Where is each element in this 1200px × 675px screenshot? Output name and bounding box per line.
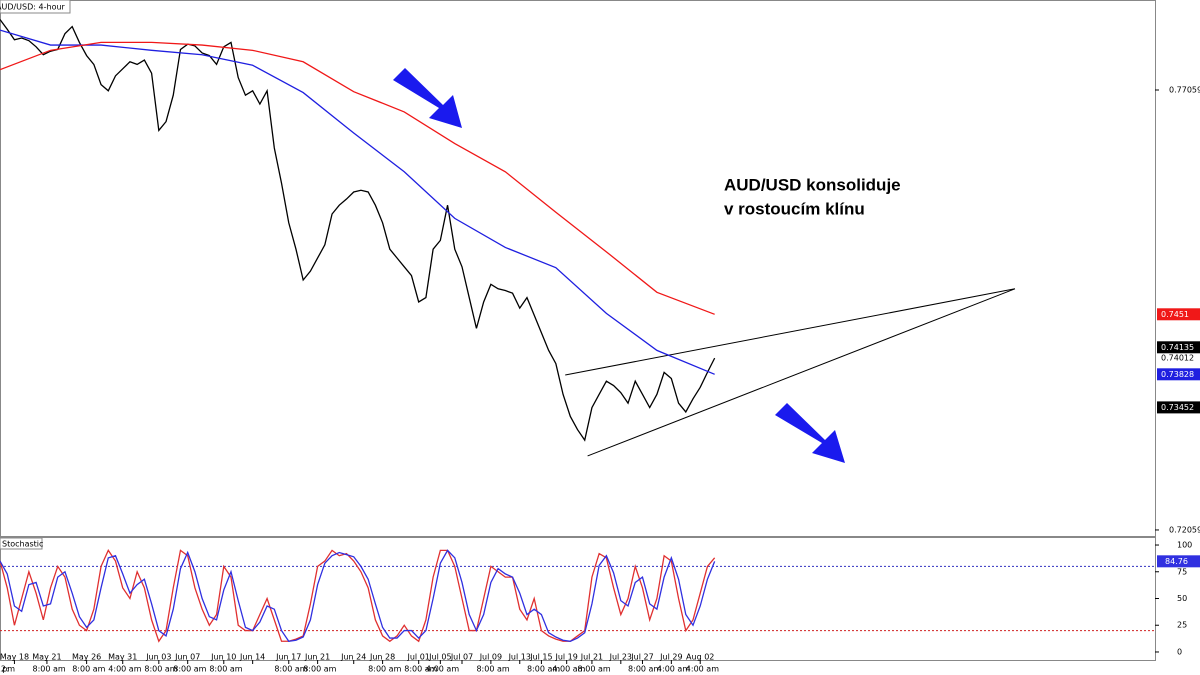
- x-tick-label: Jul 23: [609, 653, 632, 662]
- x-tick-label: 4:00 am: [657, 665, 690, 674]
- x-tick-label: 4:00 am: [686, 665, 719, 674]
- x-tick-label: pm: [2, 665, 15, 674]
- x-tick-label: Jul 13: [508, 653, 531, 662]
- x-tick-label: May 26: [72, 653, 101, 662]
- x-tick-label: Jun 17: [275, 653, 301, 662]
- price-label: 0.74135: [1161, 343, 1194, 352]
- x-tick-label: 8:00 am: [578, 665, 611, 674]
- line: [0, 549, 716, 643]
- y-tick-label: 50: [1177, 594, 1187, 603]
- x-tick-label: May 31: [108, 653, 137, 662]
- line: [0, 549, 716, 642]
- price-label: 0.73452: [1161, 403, 1194, 412]
- x-tick-label: Aug 02: [686, 653, 714, 662]
- stoch-title-box: [0, 537, 43, 550]
- y-tick-label: 0.77059: [1169, 86, 1200, 95]
- annotation: AUD/USD konsoliduje: [724, 175, 901, 194]
- chart-title: AUD/USD: 4-hour: [0, 3, 66, 12]
- main-panel: [0, 0, 1156, 537]
- price-label: 0.7451: [1161, 310, 1189, 319]
- x-tick-label: Jun 21: [304, 653, 330, 662]
- y-tick-label: 0: [1177, 647, 1182, 656]
- x-tick-label: Jun 24: [340, 653, 366, 662]
- x-tick-label: Jul 07: [450, 653, 473, 662]
- x-tick-label: 8:00 am: [209, 665, 242, 674]
- x-tick-label: Jul 27: [630, 653, 653, 662]
- line: [0, 19, 716, 442]
- x-tick-label: 8:00 am: [628, 665, 661, 674]
- x-tick-label: Jul 15: [529, 653, 552, 662]
- down-arrow: [393, 68, 462, 128]
- x-tick-label: Jul 29: [659, 653, 682, 662]
- x-tick-label: 8:00 am: [404, 665, 437, 674]
- y-tick-label: 75: [1177, 567, 1187, 576]
- x-tick-label: Jun 14: [239, 653, 265, 662]
- y-tick-label: 25: [1177, 621, 1187, 630]
- x-tick-label: 4:00 am: [426, 665, 459, 674]
- x-tick-label: 8:00 am: [173, 665, 206, 674]
- x-tick-label: Jun 28: [369, 653, 395, 662]
- x-tick-label: Jun 07: [174, 653, 200, 662]
- stoch-label: 84.76: [1165, 557, 1188, 566]
- x-tick-label: 8:00 am: [527, 665, 560, 674]
- down-arrow: [775, 403, 845, 463]
- stoch-panel: [0, 537, 1156, 661]
- x-tick-label: Jul 09: [479, 653, 502, 662]
- x-tick-label: 4:00 am: [552, 665, 585, 674]
- x-tick-label: Jul 19: [554, 653, 577, 662]
- title-box: [0, 0, 71, 14]
- x-tick-label: 8:00 am: [32, 665, 65, 674]
- x-tick-label: 4:00 am: [108, 665, 141, 674]
- x-tick-label: 8:00 am: [144, 665, 177, 674]
- price-label-box: [1157, 341, 1200, 354]
- line: [0, 29, 715, 375]
- y-tick-label: 0.72059: [1169, 525, 1200, 534]
- x-tick-label: Jul 21: [580, 653, 603, 662]
- trendline: [565, 288, 1016, 376]
- x-tick-label: Jul 01: [407, 653, 430, 662]
- x-tick-label: Jun 10: [210, 653, 236, 662]
- x-tick-label: Jun 03: [145, 653, 171, 662]
- line: [0, 41, 715, 315]
- price-label-box: [1157, 401, 1200, 414]
- annotation: v rostoucím klínu: [724, 199, 865, 218]
- x-tick-label: May 21: [32, 653, 61, 662]
- price-label: 0.74012: [1161, 354, 1194, 363]
- x-tick-label: 8:00 am: [72, 665, 105, 674]
- x-tick-label: 8:00 am: [368, 665, 401, 674]
- x-tick-label: Jul 05: [428, 653, 451, 662]
- price-label: 0.73828: [1161, 370, 1194, 379]
- stoch-title: Stochastic: [2, 540, 43, 549]
- x-tick-label: 8:00 am: [303, 665, 336, 674]
- x-tick-label: May 18: [0, 653, 29, 662]
- stoch-label-box: [1157, 555, 1200, 568]
- x-tick-label: 8:00 am: [274, 665, 307, 674]
- trendline: [587, 288, 1016, 457]
- y-tick-label: 100: [1177, 541, 1192, 550]
- price-label-box: [1157, 368, 1200, 381]
- x-tick-label: 12:: [0, 665, 9, 674]
- x-tick-label: 8:00 am: [476, 665, 509, 674]
- price-label-box: [1157, 308, 1200, 321]
